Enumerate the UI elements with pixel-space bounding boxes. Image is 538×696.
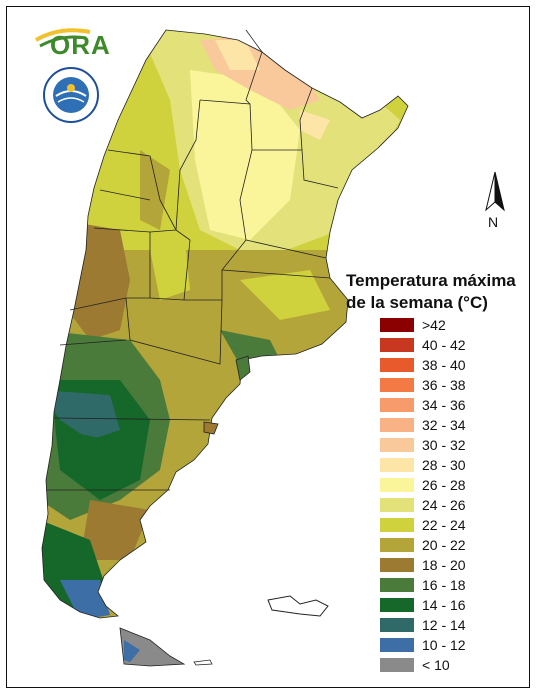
legend-title-line2: de la semana (°C) xyxy=(346,293,488,312)
legend-swatch xyxy=(380,598,414,612)
north-arrow: N xyxy=(480,170,510,230)
legend-item: 26 - 28 xyxy=(380,476,530,496)
legend-item: < 10 xyxy=(380,656,530,676)
legend-label: 20 - 22 xyxy=(422,537,466,553)
legend-swatch xyxy=(380,478,414,492)
legend-label: < 10 xyxy=(422,657,450,673)
legend-label: 18 - 20 xyxy=(422,557,466,573)
legend-label: 32 - 34 xyxy=(422,417,466,433)
legend: >42 40 - 42 38 - 40 36 - 38 34 - 36 32 - 34 30… xyxy=(380,316,530,676)
legend-title: Temperatura máxima de la semana (°C) xyxy=(346,270,526,314)
legend-title-line1: Temperatura máxima xyxy=(346,271,516,290)
legend-item: 24 - 26 xyxy=(380,496,530,516)
legend-label: 38 - 40 xyxy=(422,357,466,373)
legend-swatch xyxy=(380,378,414,392)
legend-swatch xyxy=(380,398,414,412)
legend-item: 34 - 36 xyxy=(380,396,530,416)
legend-swatch xyxy=(380,358,414,372)
logo-text: ORA xyxy=(50,30,111,60)
legend-swatch xyxy=(380,538,414,552)
legend-label: 28 - 30 xyxy=(422,457,466,473)
ora-logo: ORA xyxy=(30,18,110,68)
legend-label: >42 xyxy=(422,317,446,333)
legend-swatch xyxy=(380,318,414,332)
legend-swatch xyxy=(380,338,414,352)
legend-item: 14 - 16 xyxy=(380,596,530,616)
legend-item: 36 - 38 xyxy=(380,376,530,396)
legend-item: 20 - 22 xyxy=(380,536,530,556)
smn-seal-logo xyxy=(42,66,100,124)
legend-item: 32 - 34 xyxy=(380,416,530,436)
legend-item: 28 - 30 xyxy=(380,456,530,476)
legend-item: 38 - 40 xyxy=(380,356,530,376)
legend-swatch xyxy=(380,638,414,652)
legend-swatch xyxy=(380,518,414,532)
legend-item: 16 - 18 xyxy=(380,576,530,596)
legend-item: 22 - 24 xyxy=(380,516,530,536)
legend-item: 18 - 20 xyxy=(380,556,530,576)
legend-label: 34 - 36 xyxy=(422,397,466,413)
legend-item: >42 xyxy=(380,316,530,336)
legend-item: 10 - 12 xyxy=(380,636,530,656)
legend-item: 12 - 14 xyxy=(380,616,530,636)
legend-label: 16 - 18 xyxy=(422,577,466,593)
legend-label: 30 - 32 xyxy=(422,437,466,453)
legend-swatch xyxy=(380,458,414,472)
legend-label: 24 - 26 xyxy=(422,497,466,513)
legend-swatch xyxy=(380,438,414,452)
legend-label: 14 - 16 xyxy=(422,597,466,613)
legend-item: 30 - 32 xyxy=(380,436,530,456)
legend-label: 26 - 28 xyxy=(422,477,466,493)
legend-swatch xyxy=(380,418,414,432)
legend-label: 36 - 38 xyxy=(422,377,466,393)
legend-item: 40 - 42 xyxy=(380,336,530,356)
legend-swatch xyxy=(380,578,414,592)
legend-label: 10 - 12 xyxy=(422,637,466,653)
legend-label: 40 - 42 xyxy=(422,337,466,353)
legend-label: 22 - 24 xyxy=(422,517,466,533)
legend-swatch xyxy=(380,618,414,632)
legend-swatch xyxy=(380,658,414,672)
legend-label: 12 - 14 xyxy=(422,617,466,633)
north-label: N xyxy=(488,214,499,230)
legend-swatch xyxy=(380,498,414,512)
legend-swatch xyxy=(380,558,414,572)
